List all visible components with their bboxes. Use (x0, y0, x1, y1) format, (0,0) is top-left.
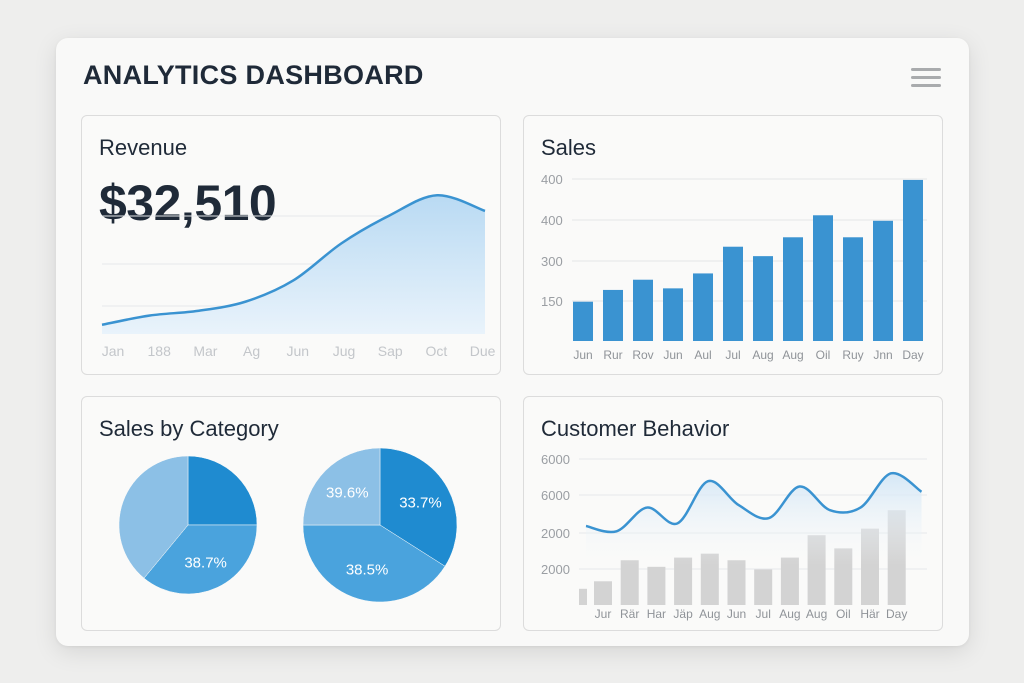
y-tick-label: 400 (541, 213, 563, 228)
pie-slice (187, 455, 258, 526)
y-tick-label: 150 (541, 294, 563, 309)
sales-chart: 400 400 300 150 Jun Rur Rov Jun Aul Jul Aug Aug Oil R… (541, 172, 927, 362)
x-tick-label: Ag (243, 343, 260, 359)
revenue-area (102, 195, 485, 334)
pie-slice-label: 33.7% (399, 495, 442, 512)
y-tick-label: 6000 (541, 488, 570, 503)
x-tick-label: Due (470, 343, 496, 359)
sales-bar (813, 215, 833, 341)
behavior-bar (754, 569, 773, 605)
x-tick-label: Jnn (873, 348, 892, 362)
revenue-card: Revenue $32,510 Jan 188 Mar Ag Jun Jug Sap Oct D… (81, 115, 501, 375)
x-tick-label: Aug (806, 607, 827, 621)
pie-slice (302, 447, 381, 526)
behavior-bar (647, 566, 666, 605)
x-tick-label: Jun (663, 348, 682, 362)
hamburger-menu-icon[interactable] (911, 68, 941, 88)
sales-bar (723, 246, 743, 341)
x-tick-label: Har (647, 607, 666, 621)
x-tick-label: Aug (782, 348, 803, 362)
x-tick-label: Aug (779, 607, 800, 621)
x-tick-label: Rur (603, 348, 622, 362)
sales-bar (903, 179, 923, 341)
category-card: Sales by Category 38.7% 33.7% 38.5% 39.6% (81, 396, 501, 631)
sales-bar (693, 273, 713, 341)
pie-slice (118, 455, 189, 579)
behavior-bar (727, 560, 746, 605)
pie-slice-label: 38.7% (184, 554, 227, 571)
dashboard-window: ANALYTICS DASHBOARD Revenue $32,510 Jan 1… (56, 38, 969, 646)
sales-bar (843, 237, 863, 341)
behavior-bar (620, 560, 639, 605)
y-tick-label: 2000 (541, 562, 570, 577)
x-tick-label: Mar (193, 343, 217, 359)
menu-line (911, 84, 941, 87)
x-tick-label: Oil (816, 348, 831, 362)
sales-bar (873, 220, 893, 341)
x-tick-label: Oct (426, 343, 448, 359)
sales-bar (663, 288, 683, 341)
x-tick-label: Day (886, 607, 907, 621)
behavior-line (585, 471, 923, 534)
x-tick-label: Jug (333, 343, 356, 359)
x-tick-label: Jan (102, 343, 125, 359)
sales-bar (633, 279, 653, 341)
x-tick-label: Ruy (842, 348, 863, 362)
behavior-bar (674, 557, 693, 605)
sales-bar (603, 289, 623, 341)
revenue-value: $32,510 (99, 175, 277, 231)
x-tick-label: Day (902, 348, 923, 362)
pie-slice-label: 38.5% (346, 561, 389, 578)
y-tick-label: 400 (541, 172, 563, 187)
y-tick-label: 2000 (541, 526, 570, 541)
behavior-title: Customer Behavior (541, 416, 730, 441)
page-title: ANALYTICS DASHBOARD (83, 60, 424, 90)
sales-card: Sales 400 400 300 150 Jun Rur Rov Jun Aul Jul Aug A… (523, 115, 943, 375)
behavior-card: Customer Behavior 6000 6000 2000 2000 Jur Rär… (523, 396, 943, 631)
behavior-bar (594, 581, 612, 605)
behavior-bar (700, 553, 719, 605)
pie-slice (302, 524, 446, 603)
sales-title: Sales (541, 135, 597, 160)
category-title: Sales by Category (99, 416, 279, 441)
sales-bar (573, 301, 593, 341)
behavior-bar (780, 557, 799, 605)
sales-bar (783, 237, 803, 341)
x-tick-label: Jul (756, 607, 771, 621)
x-tick-label: Jun (727, 607, 746, 621)
revenue-line (101, 193, 486, 326)
x-tick-label: Aul (694, 348, 711, 362)
y-tick-label: 6000 (541, 452, 570, 467)
y-tick-label: 300 (541, 254, 563, 269)
category-pie-charts: 38.7% 33.7% 38.5% 39.6% (118, 447, 458, 603)
x-tick-label: Oil (836, 607, 851, 621)
x-tick-label: Jun (573, 348, 592, 362)
menu-line (911, 68, 941, 71)
pie-slice-label: 39.6% (326, 484, 369, 501)
x-tick-label: Jäp (673, 607, 693, 621)
pie-slice (379, 447, 458, 567)
x-tick-label: Jun (287, 343, 310, 359)
x-tick-label: Här (860, 607, 879, 621)
behavior-chart: 6000 6000 2000 2000 Jur Rär Har Jäp Aug Jun Jul Aug… (541, 452, 927, 621)
behavior-area (586, 473, 922, 565)
x-tick-label: Rov (632, 348, 653, 362)
revenue-chart: Jan 188 Mar Ag Jun Jug Sap Oct Due (101, 193, 496, 359)
x-tick-label: 188 (148, 343, 172, 359)
sales-bar (753, 256, 773, 341)
x-tick-label: Jul (725, 348, 740, 362)
x-tick-label: Aug (752, 348, 773, 362)
revenue-title: Revenue (99, 135, 188, 160)
x-tick-label: Sap (378, 343, 403, 359)
pie-slice (143, 524, 258, 595)
menu-line (911, 76, 941, 79)
behavior-bar (579, 588, 587, 605)
x-tick-label: Rär (620, 607, 639, 621)
x-tick-label: Jur (595, 607, 612, 621)
x-tick-label: Aug (699, 607, 720, 621)
